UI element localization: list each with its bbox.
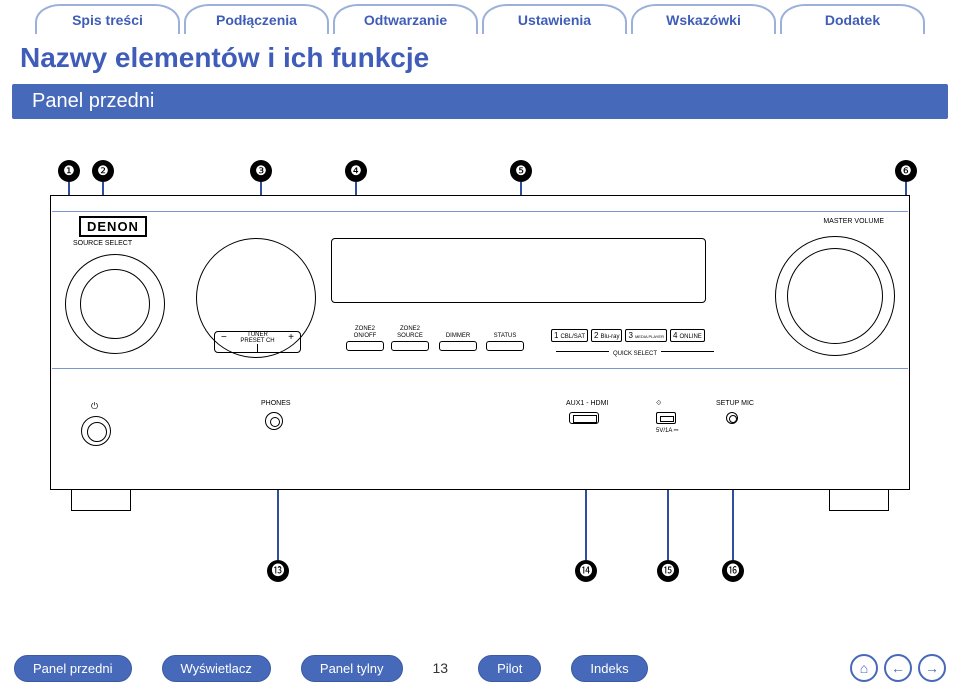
callout-6: ❻	[895, 160, 917, 182]
zone2-onoff-l1: ZONE2	[346, 326, 384, 333]
qs-1-label: CBL/SAT	[560, 334, 585, 340]
usb-rating: 5V/1A ⎓	[656, 428, 678, 435]
qs-4-label: ONLINE	[679, 334, 701, 340]
brand-logo: DENON	[79, 216, 147, 237]
section-heading: Panel przedni	[12, 84, 948, 119]
footer-nav: Panel przedni Wyświetlacz Panel tylny 13…	[0, 654, 960, 682]
quick-select-label: QUICK SELECT	[609, 351, 661, 357]
qs-4-num: 4	[673, 331, 677, 340]
panel-edge	[52, 211, 908, 212]
tab-settings[interactable]: Ustawienia	[482, 4, 627, 34]
callout-16: ⓰	[722, 560, 744, 582]
power-button	[81, 416, 111, 446]
receiver-foot	[71, 489, 131, 511]
callout-3: ❸	[250, 160, 272, 182]
callout-13: ⓭	[267, 560, 289, 582]
phones-label: PHONES	[261, 400, 291, 407]
footer-link-front-panel[interactable]: Panel przedni	[14, 655, 132, 682]
quick-select-bracket: QUICK SELECT	[556, 351, 714, 358]
zone2-onoff-button: ZONE2ON/OFF	[346, 327, 384, 351]
source-select-knob-inner	[80, 269, 150, 339]
phones-jack	[265, 412, 283, 430]
usb-port	[656, 412, 676, 424]
source-select-label: SOURCE SELECT	[73, 240, 132, 247]
aux-hdmi-port	[569, 412, 599, 424]
power-icon: ⏻	[91, 401, 98, 412]
tab-tips[interactable]: Wskazówki	[631, 4, 776, 34]
qs-3-num: 3	[628, 331, 632, 340]
next-icon[interactable]: →	[918, 654, 946, 682]
aux-hdmi-label: AUX1 - HDMI	[566, 400, 608, 407]
tab-playback[interactable]: Odtwarzanie	[333, 4, 478, 34]
tuner-plus: +	[288, 332, 294, 344]
top-nav: Spis treści Podłączenia Odtwarzanie Usta…	[0, 0, 960, 34]
master-volume-knob-inner	[787, 248, 883, 344]
quick-select-buttons: 1CBL/SAT 2Blu-ray 3MEDIA PLAYER 4ONLINE	[551, 329, 705, 342]
page-number: 13	[433, 660, 449, 676]
footer-link-index[interactable]: Indeks	[571, 655, 647, 682]
status-button: STATUS	[486, 327, 524, 351]
usb-icon: ⟐	[656, 400, 662, 408]
callout-4: ❹	[345, 160, 367, 182]
status-label: STATUS	[486, 333, 524, 340]
prev-icon[interactable]: ←	[884, 654, 912, 682]
callout-14: ⓮	[575, 560, 597, 582]
page-title: Nazwy elementów i ich funkcje	[0, 34, 960, 78]
receiver-foot	[829, 489, 889, 511]
qs-2-label: Blu-ray	[600, 334, 619, 340]
tab-appendix[interactable]: Dodatek	[780, 4, 925, 34]
setup-mic-jack	[726, 412, 738, 424]
panel-edge	[52, 368, 908, 369]
tab-toc[interactable]: Spis treści	[35, 4, 180, 34]
dimmer-label: DIMMER	[439, 333, 477, 340]
qs-1-num: 1	[554, 331, 558, 340]
home-icon[interactable]: ⌂	[850, 654, 878, 682]
zone2-source-button: ZONE2SOURCE	[391, 327, 429, 351]
tab-connections[interactable]: Podłączenia	[184, 4, 329, 34]
display-window	[331, 238, 706, 303]
callout-1: ❶	[58, 160, 80, 182]
footer-link-display[interactable]: Wyświetlacz	[162, 655, 271, 682]
tuner-preset-buttons: − TUNER PRESET CH +	[214, 331, 301, 353]
setup-mic-label: SETUP MIC	[716, 400, 754, 407]
dimmer-button: DIMMER	[439, 327, 477, 351]
footer-link-remote[interactable]: Pilot	[478, 655, 541, 682]
zone2-src-l1: ZONE2	[391, 326, 429, 333]
nav-icon-group: ⌂ ← →	[850, 654, 946, 682]
qs-3-label: MEDIA PLAYER	[635, 334, 664, 339]
qs-2-num: 2	[594, 331, 598, 340]
zone2-src-l2: SOURCE	[391, 333, 429, 340]
master-volume-label: MASTER VOLUME	[823, 218, 884, 225]
footer-link-rear-panel[interactable]: Panel tylny	[301, 655, 403, 682]
callout-15: ⓯	[657, 560, 679, 582]
front-panel-diagram: DENON SOURCE SELECT MASTER VOLUME − TUNE…	[50, 195, 910, 490]
callout-5: ❺	[510, 160, 532, 182]
zone2-onoff-l2: ON/OFF	[346, 333, 384, 340]
callout-2: ❷	[92, 160, 114, 182]
tuner-minus: −	[221, 332, 227, 344]
